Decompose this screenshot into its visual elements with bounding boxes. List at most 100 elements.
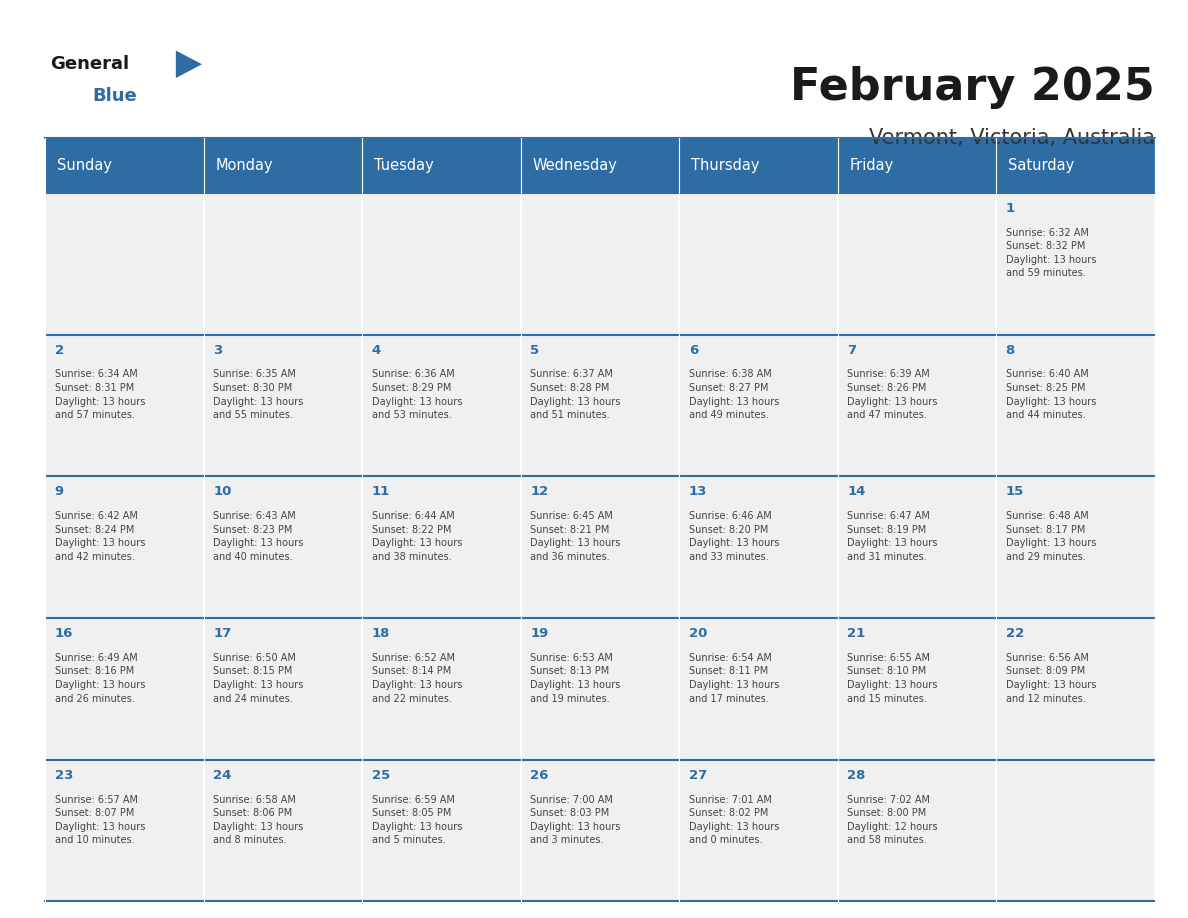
- Bar: [680, 476, 838, 618]
- Text: 13: 13: [689, 486, 707, 498]
- Bar: [680, 193, 838, 334]
- Text: Sunrise: 6:46 AM
Sunset: 8:20 PM
Daylight: 13 hours
and 33 minutes.: Sunrise: 6:46 AM Sunset: 8:20 PM Dayligh…: [689, 511, 779, 562]
- Bar: [520, 618, 680, 760]
- Text: Sunrise: 6:45 AM
Sunset: 8:21 PM
Daylight: 13 hours
and 36 minutes.: Sunrise: 6:45 AM Sunset: 8:21 PM Dayligh…: [530, 511, 620, 562]
- Text: Sunrise: 6:49 AM
Sunset: 8:16 PM
Daylight: 13 hours
and 26 minutes.: Sunrise: 6:49 AM Sunset: 8:16 PM Dayligh…: [55, 653, 145, 704]
- Bar: [838, 334, 997, 476]
- Text: 23: 23: [55, 769, 72, 782]
- Text: 4: 4: [372, 343, 381, 357]
- Text: 17: 17: [213, 627, 232, 640]
- Bar: [45, 334, 203, 476]
- Text: Tuesday: Tuesday: [374, 158, 434, 173]
- Bar: [680, 760, 838, 901]
- Text: Sunrise: 6:50 AM
Sunset: 8:15 PM
Daylight: 13 hours
and 24 minutes.: Sunrise: 6:50 AM Sunset: 8:15 PM Dayligh…: [213, 653, 304, 704]
- Text: 1: 1: [1006, 202, 1015, 215]
- Text: Sunrise: 6:40 AM
Sunset: 8:25 PM
Daylight: 13 hours
and 44 minutes.: Sunrise: 6:40 AM Sunset: 8:25 PM Dayligh…: [1006, 369, 1097, 420]
- Text: Monday: Monday: [215, 158, 273, 173]
- Bar: [520, 476, 680, 618]
- Text: 3: 3: [213, 343, 222, 357]
- Text: 25: 25: [372, 769, 390, 782]
- Text: Sunrise: 6:39 AM
Sunset: 8:26 PM
Daylight: 13 hours
and 47 minutes.: Sunrise: 6:39 AM Sunset: 8:26 PM Dayligh…: [847, 369, 937, 420]
- Text: Sunrise: 6:44 AM
Sunset: 8:22 PM
Daylight: 13 hours
and 38 minutes.: Sunrise: 6:44 AM Sunset: 8:22 PM Dayligh…: [372, 511, 462, 562]
- Bar: [45, 618, 203, 760]
- Polygon shape: [176, 50, 202, 78]
- Text: Saturday: Saturday: [1009, 158, 1074, 173]
- Bar: [45, 193, 203, 334]
- Bar: [838, 618, 997, 760]
- Bar: [520, 760, 680, 901]
- Bar: [838, 476, 997, 618]
- Text: 7: 7: [847, 343, 857, 357]
- Text: Vermont, Victoria, Australia: Vermont, Victoria, Australia: [868, 128, 1155, 148]
- Text: Sunrise: 6:58 AM
Sunset: 8:06 PM
Daylight: 13 hours
and 8 minutes.: Sunrise: 6:58 AM Sunset: 8:06 PM Dayligh…: [213, 795, 304, 845]
- Bar: [997, 138, 1155, 193]
- Text: Sunrise: 6:37 AM
Sunset: 8:28 PM
Daylight: 13 hours
and 51 minutes.: Sunrise: 6:37 AM Sunset: 8:28 PM Dayligh…: [530, 369, 620, 420]
- Bar: [362, 138, 520, 193]
- Text: 27: 27: [689, 769, 707, 782]
- Text: Sunrise: 6:52 AM
Sunset: 8:14 PM
Daylight: 13 hours
and 22 minutes.: Sunrise: 6:52 AM Sunset: 8:14 PM Dayligh…: [372, 653, 462, 704]
- Text: Sunrise: 7:00 AM
Sunset: 8:03 PM
Daylight: 13 hours
and 3 minutes.: Sunrise: 7:00 AM Sunset: 8:03 PM Dayligh…: [530, 795, 620, 845]
- Text: Sunrise: 6:36 AM
Sunset: 8:29 PM
Daylight: 13 hours
and 53 minutes.: Sunrise: 6:36 AM Sunset: 8:29 PM Dayligh…: [372, 369, 462, 420]
- Text: Sunrise: 6:38 AM
Sunset: 8:27 PM
Daylight: 13 hours
and 49 minutes.: Sunrise: 6:38 AM Sunset: 8:27 PM Dayligh…: [689, 369, 779, 420]
- Text: Friday: Friday: [849, 158, 893, 173]
- Text: 26: 26: [530, 769, 549, 782]
- Text: 16: 16: [55, 627, 72, 640]
- Text: 21: 21: [847, 627, 866, 640]
- Text: 5: 5: [530, 343, 539, 357]
- Bar: [997, 193, 1155, 334]
- Bar: [997, 760, 1155, 901]
- Text: 19: 19: [530, 627, 549, 640]
- Bar: [680, 138, 838, 193]
- Text: Sunday: Sunday: [57, 158, 112, 173]
- Text: 8: 8: [1006, 343, 1015, 357]
- Text: Sunrise: 6:32 AM
Sunset: 8:32 PM
Daylight: 13 hours
and 59 minutes.: Sunrise: 6:32 AM Sunset: 8:32 PM Dayligh…: [1006, 228, 1097, 278]
- Bar: [362, 193, 520, 334]
- Bar: [997, 618, 1155, 760]
- Bar: [203, 618, 362, 760]
- Text: 20: 20: [689, 627, 707, 640]
- Text: 2: 2: [55, 343, 64, 357]
- Bar: [203, 334, 362, 476]
- Bar: [520, 193, 680, 334]
- Text: Sunrise: 6:53 AM
Sunset: 8:13 PM
Daylight: 13 hours
and 19 minutes.: Sunrise: 6:53 AM Sunset: 8:13 PM Dayligh…: [530, 653, 620, 704]
- Text: Sunrise: 6:48 AM
Sunset: 8:17 PM
Daylight: 13 hours
and 29 minutes.: Sunrise: 6:48 AM Sunset: 8:17 PM Dayligh…: [1006, 511, 1097, 562]
- Text: Thursday: Thursday: [691, 158, 759, 173]
- Text: Sunrise: 6:42 AM
Sunset: 8:24 PM
Daylight: 13 hours
and 42 minutes.: Sunrise: 6:42 AM Sunset: 8:24 PM Dayligh…: [55, 511, 145, 562]
- Bar: [680, 334, 838, 476]
- Bar: [203, 476, 362, 618]
- Text: 10: 10: [213, 486, 232, 498]
- Text: 15: 15: [1006, 486, 1024, 498]
- Bar: [203, 193, 362, 334]
- Bar: [45, 138, 203, 193]
- Bar: [520, 334, 680, 476]
- Bar: [362, 760, 520, 901]
- Text: Sunrise: 6:47 AM
Sunset: 8:19 PM
Daylight: 13 hours
and 31 minutes.: Sunrise: 6:47 AM Sunset: 8:19 PM Dayligh…: [847, 511, 937, 562]
- Text: Wednesday: Wednesday: [532, 158, 618, 173]
- Text: 28: 28: [847, 769, 866, 782]
- Bar: [838, 138, 997, 193]
- Bar: [362, 334, 520, 476]
- Bar: [838, 760, 997, 901]
- Text: 24: 24: [213, 769, 232, 782]
- Text: Sunrise: 6:56 AM
Sunset: 8:09 PM
Daylight: 13 hours
and 12 minutes.: Sunrise: 6:56 AM Sunset: 8:09 PM Dayligh…: [1006, 653, 1097, 704]
- Text: Sunrise: 6:43 AM
Sunset: 8:23 PM
Daylight: 13 hours
and 40 minutes.: Sunrise: 6:43 AM Sunset: 8:23 PM Dayligh…: [213, 511, 304, 562]
- Text: 9: 9: [55, 486, 64, 498]
- Text: Sunrise: 6:57 AM
Sunset: 8:07 PM
Daylight: 13 hours
and 10 minutes.: Sunrise: 6:57 AM Sunset: 8:07 PM Dayligh…: [55, 795, 145, 845]
- Text: Blue: Blue: [93, 87, 138, 106]
- Text: Sunrise: 6:55 AM
Sunset: 8:10 PM
Daylight: 13 hours
and 15 minutes.: Sunrise: 6:55 AM Sunset: 8:10 PM Dayligh…: [847, 653, 937, 704]
- Text: Sunrise: 6:34 AM
Sunset: 8:31 PM
Daylight: 13 hours
and 57 minutes.: Sunrise: 6:34 AM Sunset: 8:31 PM Dayligh…: [55, 369, 145, 420]
- Bar: [680, 618, 838, 760]
- Bar: [838, 193, 997, 334]
- Bar: [997, 334, 1155, 476]
- Bar: [362, 618, 520, 760]
- Bar: [362, 476, 520, 618]
- Bar: [203, 760, 362, 901]
- Bar: [203, 138, 362, 193]
- Bar: [997, 476, 1155, 618]
- Text: Sunrise: 6:59 AM
Sunset: 8:05 PM
Daylight: 13 hours
and 5 minutes.: Sunrise: 6:59 AM Sunset: 8:05 PM Dayligh…: [372, 795, 462, 845]
- Text: February 2025: February 2025: [790, 66, 1155, 108]
- Text: 11: 11: [372, 486, 390, 498]
- Text: Sunrise: 7:01 AM
Sunset: 8:02 PM
Daylight: 13 hours
and 0 minutes.: Sunrise: 7:01 AM Sunset: 8:02 PM Dayligh…: [689, 795, 779, 845]
- Text: General: General: [50, 55, 129, 73]
- Text: 18: 18: [372, 627, 390, 640]
